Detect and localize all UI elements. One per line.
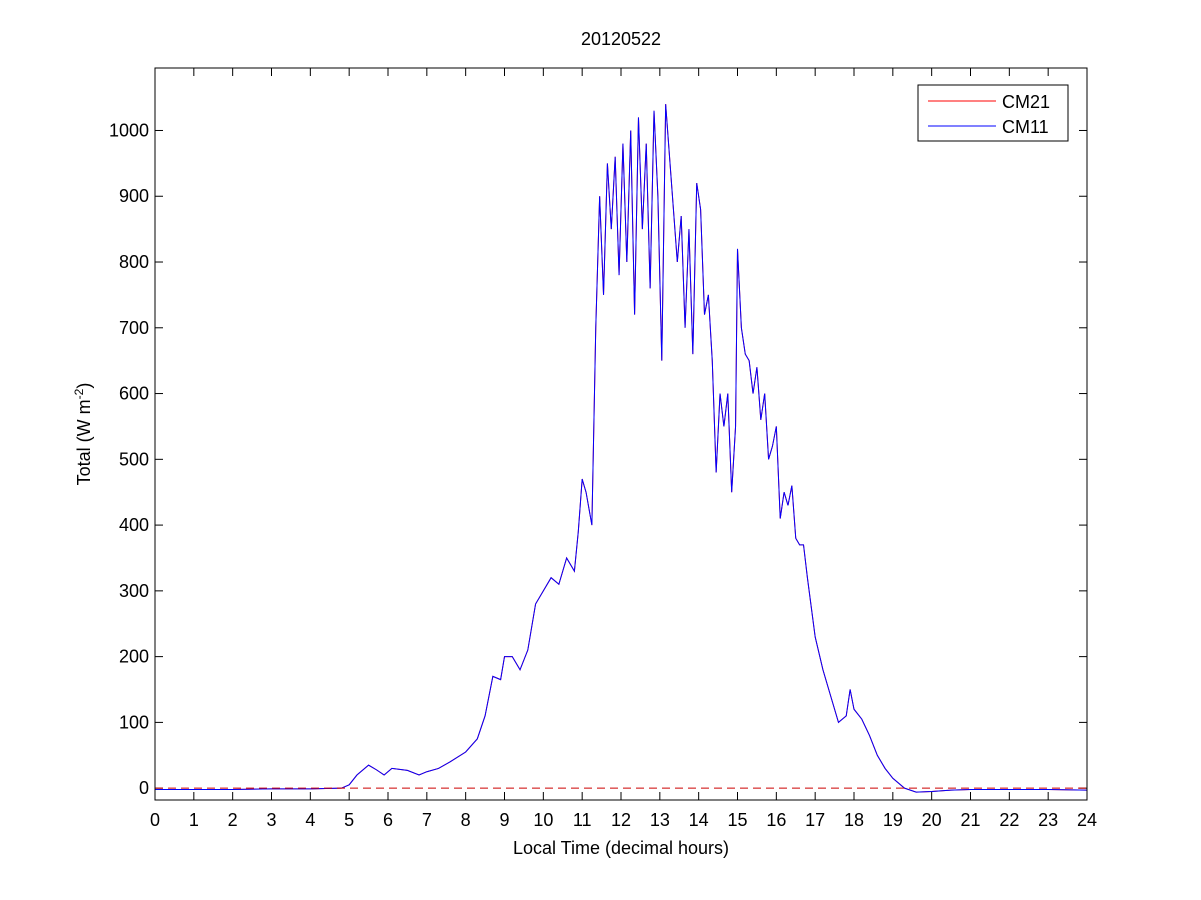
- y-tick-label: 800: [119, 252, 149, 272]
- y-axis-label-superscript: -2: [72, 388, 86, 399]
- y-tick-label: 500: [119, 449, 149, 469]
- x-tick-label: 19: [883, 810, 903, 830]
- x-tick-label: 13: [650, 810, 670, 830]
- y-axis-label: Total (W m-2): [72, 383, 94, 486]
- x-tick-label: 16: [766, 810, 786, 830]
- x-tick-label: 15: [727, 810, 747, 830]
- y-tick-label: 600: [119, 384, 149, 404]
- x-tick-label: 24: [1077, 810, 1097, 830]
- x-tick-label: 5: [344, 810, 354, 830]
- x-tick-label: 12: [611, 810, 631, 830]
- y-tick-label: 900: [119, 186, 149, 206]
- plot-frame: [154, 67, 1088, 801]
- y-tick-label: 300: [119, 581, 149, 601]
- x-tick-label: 14: [689, 810, 709, 830]
- x-tick-label: 20: [922, 810, 942, 830]
- x-tick-label: 1: [189, 810, 199, 830]
- x-tick-label: 22: [999, 810, 1019, 830]
- y-tick-label: 700: [119, 318, 149, 338]
- legend-label: CM11: [1002, 117, 1049, 137]
- x-tick-label: 2: [228, 810, 238, 830]
- x-tick-label: 10: [533, 810, 553, 830]
- y-tick-label: 400: [119, 515, 149, 535]
- x-tick-label: 4: [305, 810, 315, 830]
- y-tick-label: 0: [139, 778, 149, 798]
- y-tick-label: 1000: [109, 120, 149, 140]
- x-tick-label: 8: [461, 810, 471, 830]
- x-axis-label: Local Time (decimal hours): [513, 838, 729, 858]
- x-tick-label: 9: [499, 810, 509, 830]
- y-tick-label: 200: [119, 647, 149, 667]
- plot-area: [155, 68, 1087, 800]
- x-tick-label: 17: [805, 810, 825, 830]
- x-tick-label: 23: [1038, 810, 1058, 830]
- data-line: [155, 104, 1088, 793]
- x-tick-label: 0: [150, 810, 160, 830]
- x-tick-label: 18: [844, 810, 864, 830]
- legend-label: CM21: [1002, 92, 1050, 112]
- y-axis-label-suffix: ): [74, 383, 94, 389]
- chart-title: 20120522: [581, 29, 661, 49]
- x-tick-label: 21: [960, 810, 980, 830]
- x-tick-label: 6: [383, 810, 393, 830]
- x-tick-label: 11: [573, 810, 592, 830]
- x-tick-label: 3: [266, 810, 276, 830]
- legend-box: [917, 84, 1069, 142]
- y-tick-label: 100: [119, 712, 149, 732]
- y-axis-label-text: Total (W m: [74, 399, 94, 485]
- x-tick-label: 7: [422, 810, 432, 830]
